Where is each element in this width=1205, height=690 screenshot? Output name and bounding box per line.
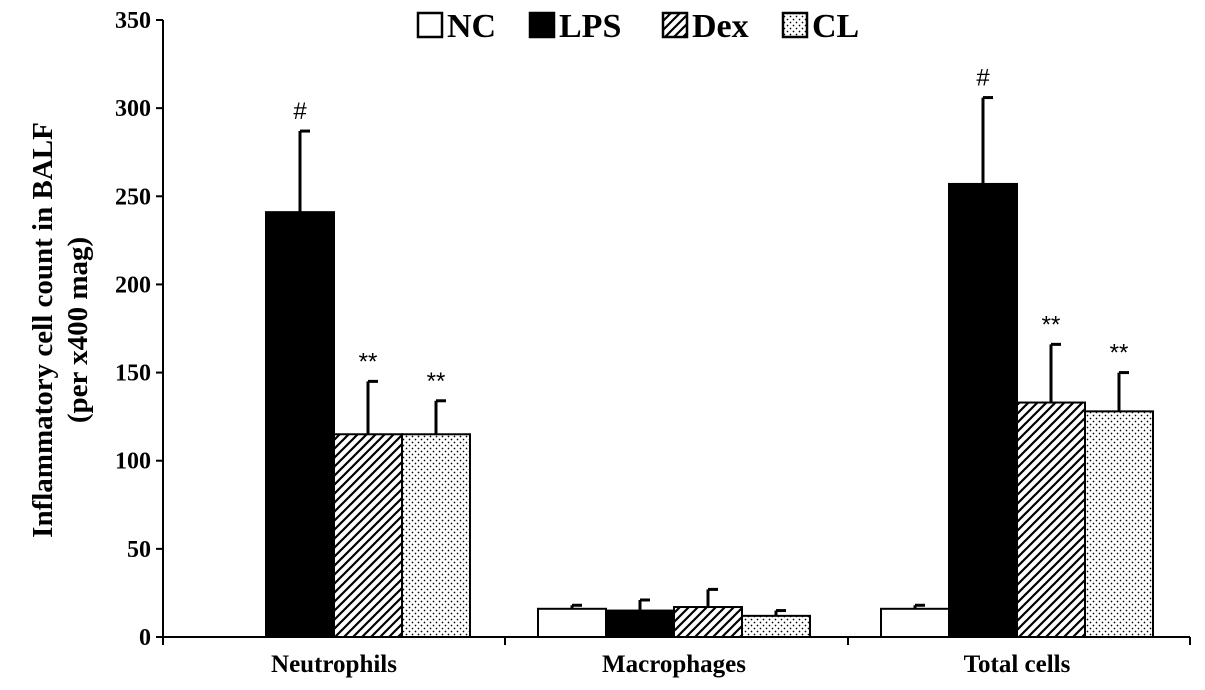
bar-cl (401, 433, 471, 638)
x-category-label: Total cells (964, 651, 1071, 678)
y-tick-label: 300 (115, 96, 151, 122)
y-tick-label: 100 (115, 449, 151, 475)
y-tick-label: 150 (115, 361, 151, 387)
bar-dex (333, 433, 403, 638)
y-tick-label: 250 (115, 184, 151, 210)
legend-swatch-dex (661, 11, 689, 39)
bar-lps (265, 211, 335, 638)
axes-group: 0 50 100 150 200 250 300 350 Neutrophils Macropha… (27, 8, 1191, 678)
significance-marker: ** (1042, 311, 1061, 338)
significance-marker: # (976, 65, 990, 92)
significance-marker: ** (1110, 340, 1129, 367)
y-tick-label: 0 (139, 625, 151, 651)
x-category-label: Neutrophils (271, 651, 397, 678)
legend-label-cl: CL (812, 8, 859, 45)
bars-group (265, 96, 1154, 639)
significance-marker: ** (427, 368, 446, 395)
bar-cl (741, 614, 811, 638)
legend-swatch-nc (416, 11, 444, 39)
x-category-label: Macrophages (602, 651, 746, 678)
significance-marker: ** (359, 348, 378, 375)
significance-marker: # (293, 98, 307, 125)
legend-label-nc: NC (447, 8, 496, 45)
y-axis-label: (per x400 mag) (62, 237, 94, 423)
legend: NC LPS Dex CL (416, 8, 859, 45)
bar-dex (673, 606, 743, 639)
legend-label-lps: LPS (559, 8, 621, 45)
y-tick-label: 50 (127, 537, 151, 563)
y-tick-label: 350 (115, 8, 151, 34)
bar-lps (948, 182, 1018, 638)
legend-label-dex: Dex (692, 8, 749, 45)
legend-swatch-lps (528, 11, 556, 39)
bar-nc (880, 607, 950, 639)
y-axis-label: Inflammatory cell count in BALF (27, 122, 59, 538)
bar-lps (605, 609, 675, 638)
labels-group: # # ** ** ** ** (293, 65, 1128, 395)
legend-swatch-cl (781, 11, 809, 39)
bar-dex (1016, 401, 1086, 639)
bar-nc (537, 607, 607, 639)
y-tick-label: 200 (115, 272, 151, 298)
bar-cl (1084, 410, 1154, 638)
